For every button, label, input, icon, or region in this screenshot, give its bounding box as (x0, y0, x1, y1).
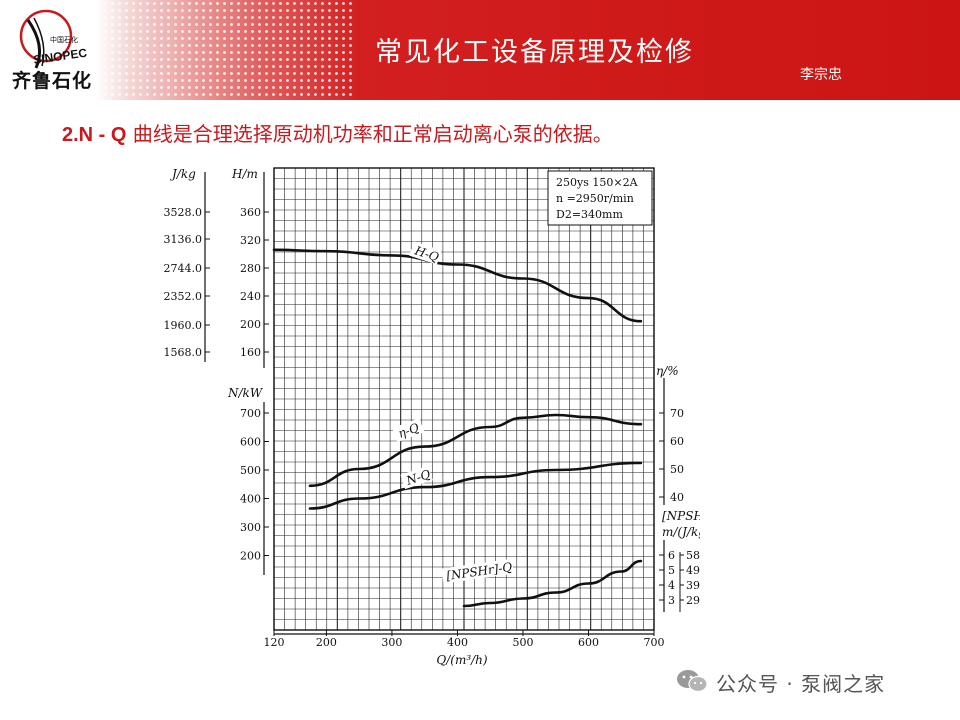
npsh-j-label: 58.8 (686, 549, 700, 562)
heading-text: 曲线是合理选择原动机功率和正常启动离心泵的依据。 (126, 122, 613, 146)
n-axis-label: 200 (240, 550, 261, 563)
eta-axis-label: 70 (670, 407, 684, 420)
chart-tick-labels: 3528.03136.02744.02352.01960.01568.03603… (164, 206, 701, 649)
eta-axis-label: 50 (670, 463, 684, 476)
course-title: 常见化工设备原理及检修 (375, 37, 694, 68)
chart-curves: H-Qη-QN-Q[NPSHr]-Q (272, 241, 643, 608)
j-axis-label: 2744.0 (164, 262, 203, 275)
heading-number: 2.N - Q (62, 124, 127, 146)
watermark: 公众号 · 泵阀之家 (676, 664, 946, 698)
n-axis-label: 400 (240, 493, 261, 506)
npsh-axis-subtitle: m/(J/kg) (662, 525, 700, 539)
q-axis-label: 400 (447, 636, 468, 649)
sinopec-logo-icon: SINOPEC 中国石化 (19, 9, 88, 69)
chart-annotation: 250ys 150×2A n =2950r/min D2=340mm (547, 170, 653, 226)
h-axis-label: 240 (240, 290, 261, 303)
series-label: N-Q (404, 467, 433, 488)
slide-heading: 2.N - Q 曲线是合理选择原动机功率和正常启动离心泵的依据。 (62, 118, 613, 147)
annotation-line: 250ys 150×2A (556, 176, 639, 189)
npsh-j-label: 29.4 (686, 594, 700, 607)
series-label-bg (441, 558, 514, 584)
series-label-bg (392, 418, 425, 443)
h-axis-label: 320 (240, 234, 261, 247)
q-axis-label: 120 (264, 636, 285, 649)
q-axis-title: Q/(m³/h) (436, 653, 488, 667)
j-axis-label: 1960.0 (164, 319, 203, 332)
pump-performance-chart: 3528.03136.02744.02352.01960.01568.03603… (164, 167, 701, 667)
j-axis-title: J/kg (169, 167, 196, 181)
dot-pattern (95, 0, 355, 100)
eta-axis-label: 40 (670, 491, 684, 504)
npsh-m-axis-label: 3 (668, 594, 675, 607)
n-axis-label: 300 (240, 521, 261, 534)
j-axis-label: 3136.0 (164, 233, 203, 246)
npsh-m-axis-label: 4 (668, 579, 675, 592)
series-label: [NPSHr]-Q (445, 560, 513, 583)
series-4-curve (462, 559, 643, 608)
q-axis-label: 200 (316, 636, 337, 649)
j-axis-label: 3528.0 (164, 206, 203, 219)
plot-frame (273, 167, 655, 631)
eta-axis-title: η/% (656, 364, 679, 378)
npsh-j-label: 39.3 (686, 579, 700, 592)
svg-text:中国石化: 中国石化 (50, 35, 78, 44)
npsh-axis-title: [NPSHr] (662, 509, 700, 523)
annotation-box (547, 170, 653, 226)
npsh-m-axis-label: 6 (668, 549, 675, 562)
series-label: η-Q (396, 420, 421, 440)
q-axis-label: 300 (381, 636, 402, 649)
n-axis-label: 700 (240, 407, 261, 420)
h-axis-title: H/m (231, 167, 258, 181)
chart-axis-labels: J/kg H/m N/kW η/% [NPSHr] m/(J/kg) Q/(m³/h) (169, 167, 700, 667)
chart-grid (273, 167, 655, 631)
n-axis-label: 600 (240, 436, 261, 449)
q-axis-label: 600 (578, 636, 599, 649)
h-axis-label: 280 (240, 262, 261, 275)
h-axis-label: 200 (240, 318, 261, 331)
npsh-m-axis-label: 5 (668, 564, 675, 577)
series-label-bg (400, 465, 433, 490)
npsh-j-label: 49.0 (686, 564, 700, 577)
watermark-text: 公众号 · 泵阀之家 (716, 672, 886, 696)
wechat-icon (677, 670, 708, 693)
n-axis-title: N/kW (227, 386, 264, 400)
n-axis-label: 500 (240, 464, 261, 477)
annotation-line: n =2950r/min (556, 192, 634, 205)
h-axis-label: 360 (240, 206, 261, 219)
series-3-curve (308, 461, 643, 510)
series-1-curve (272, 248, 643, 323)
series-label-bg (409, 241, 442, 265)
series-2-curve (308, 413, 643, 488)
author-name: 李宗忠 (800, 67, 842, 83)
j-axis-label: 1568.0 (164, 346, 203, 359)
logo-text: 齐鲁石化 (12, 70, 93, 92)
j-axis-label: 2352.0 (164, 290, 203, 303)
eta-axis-label: 60 (670, 435, 684, 448)
q-axis-label: 500 (512, 636, 533, 649)
q-axis-label: 700 (644, 636, 665, 649)
h-axis-label: 160 (240, 346, 261, 359)
annotation-line: D2=340mm (556, 208, 623, 221)
header-banner (0, 0, 960, 100)
